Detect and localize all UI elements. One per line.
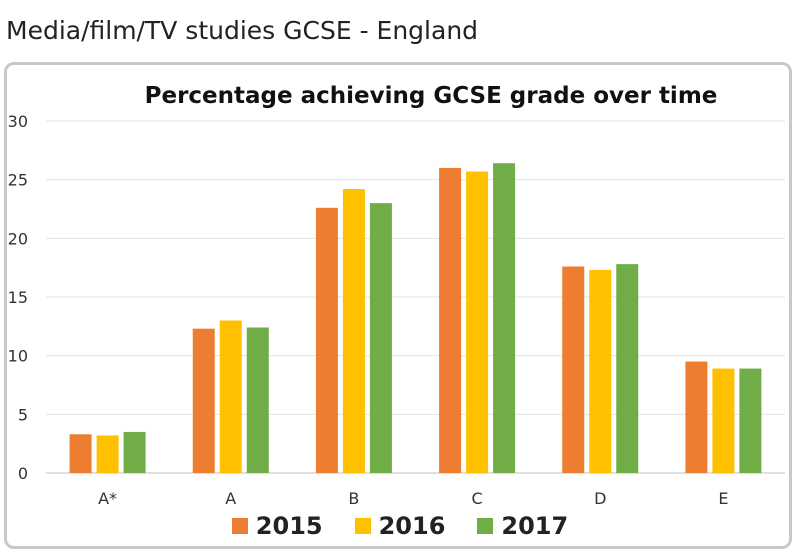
x-tick-label: A bbox=[225, 489, 236, 508]
bar-2017-D bbox=[616, 264, 639, 473]
y-tick-label: 0 bbox=[18, 464, 28, 483]
bar-2017-A* bbox=[123, 431, 146, 473]
bar-2016-C bbox=[466, 171, 489, 473]
bar-2017-C bbox=[493, 163, 516, 474]
legend-label: 2016 bbox=[378, 512, 446, 540]
legend-label: 2017 bbox=[501, 512, 569, 540]
bar-2016-B bbox=[342, 189, 365, 473]
x-tick-label: D bbox=[594, 489, 606, 508]
bar-2016-E bbox=[712, 368, 735, 473]
x-tick-label: A* bbox=[98, 489, 117, 508]
y-tick-label: 20 bbox=[8, 229, 28, 248]
legend-item-2017: 2017 bbox=[477, 512, 568, 540]
y-tick-label: 25 bbox=[8, 171, 28, 190]
legend-swatch bbox=[477, 518, 494, 534]
bar-2015-A* bbox=[69, 434, 92, 473]
legend-item-2016: 2016 bbox=[354, 512, 446, 540]
legend: 2015 2016 2017 bbox=[0, 512, 800, 540]
bar-2017-B bbox=[369, 203, 392, 473]
bar-2016-A* bbox=[96, 435, 119, 473]
legend-item-2015: 2015 bbox=[231, 512, 323, 540]
bar-2015-A bbox=[192, 328, 215, 473]
bar-2015-D bbox=[562, 266, 585, 473]
page-title: Media/film/TV studies GCSE - England bbox=[6, 16, 479, 45]
x-axis-ticks: A* A B C D E bbox=[98, 489, 728, 508]
x-tick-label: B bbox=[348, 489, 359, 508]
bar-2016-D bbox=[589, 270, 612, 473]
y-tick-label: 15 bbox=[8, 288, 28, 307]
x-tick-label: E bbox=[718, 489, 728, 508]
bar-2015-C bbox=[439, 167, 462, 473]
bar-2015-B bbox=[315, 207, 338, 473]
bar-2017-E bbox=[739, 368, 762, 473]
legend-swatch bbox=[354, 518, 371, 534]
gridlines bbox=[46, 120, 785, 474]
y-axis-ticks: 0 5 10 15 20 25 30 bbox=[8, 112, 28, 483]
x-tick-label: C bbox=[471, 489, 482, 508]
bar-2016-A bbox=[219, 320, 242, 473]
bar-2017-A bbox=[246, 327, 269, 473]
bars bbox=[69, 163, 762, 474]
legend-label: 2015 bbox=[255, 512, 323, 540]
chart-title: Percentage achieving GCSE grade over tim… bbox=[145, 83, 718, 109]
y-tick-label: 5 bbox=[18, 405, 28, 424]
legend-swatch bbox=[231, 518, 248, 534]
y-tick-label: 10 bbox=[8, 347, 28, 366]
bar-2015-E bbox=[685, 361, 708, 473]
y-tick-label: 30 bbox=[8, 112, 28, 131]
